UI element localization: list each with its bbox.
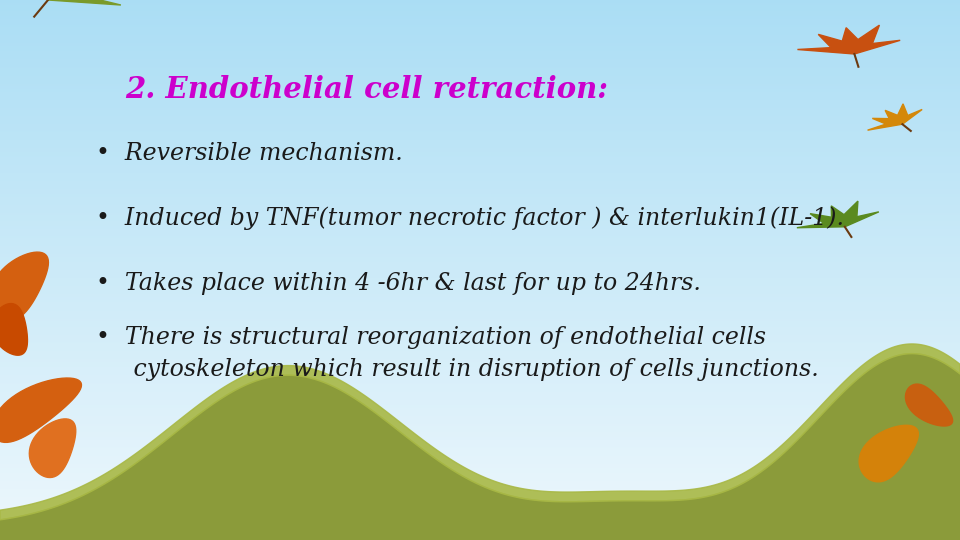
Polygon shape: [0, 378, 82, 442]
Text: •  Reversible mechanism.: • Reversible mechanism.: [96, 143, 403, 165]
Polygon shape: [798, 25, 900, 54]
Polygon shape: [868, 104, 923, 130]
Polygon shape: [0, 303, 28, 355]
Polygon shape: [0, 354, 960, 540]
Polygon shape: [0, 252, 48, 320]
Polygon shape: [905, 384, 952, 426]
Text: 2. Endothelial cell retraction:: 2. Endothelial cell retraction:: [125, 75, 608, 104]
Polygon shape: [0, 0, 121, 5]
Polygon shape: [0, 367, 960, 540]
Polygon shape: [30, 419, 76, 477]
Text: •  There is structural reorganization of endothelial cells
     cytoskeleton whi: • There is structural reorganization of …: [96, 326, 819, 381]
Polygon shape: [797, 201, 878, 228]
Polygon shape: [859, 426, 919, 482]
Text: •  Induced by TNF(tumor necrotic factor ) & interlukin1(IL-1).: • Induced by TNF(tumor necrotic factor )…: [96, 207, 844, 231]
Text: •  Takes place within 4 -6hr & last for up to 24hrs.: • Takes place within 4 -6hr & last for u…: [96, 272, 701, 295]
